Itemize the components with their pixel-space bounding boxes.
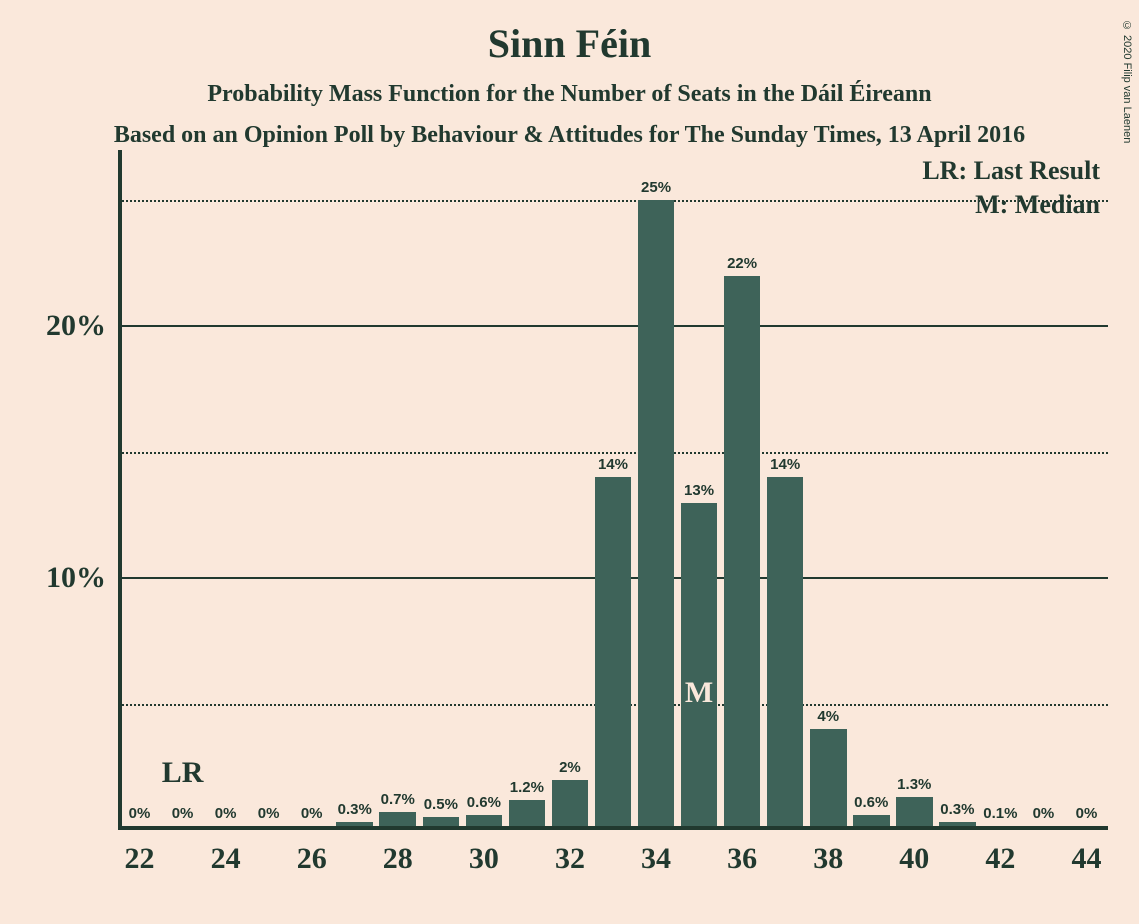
x-tick-label: 40 [899,842,929,876]
chart-subtitle: Probability Mass Function for the Number… [0,67,1139,108]
bar-value-label: 0.7% [381,791,415,808]
bar-value-label: 0% [1033,805,1055,822]
bar-value-label: 22% [727,255,757,272]
bar: 0.6% [466,815,503,826]
median-marker: M [685,676,713,710]
plot-area: LR: Last Result M: Median 10%20%0%0%0%0%… [118,150,1108,830]
bar-value-label: 25% [641,179,671,196]
bar-value-label: 0% [215,805,237,822]
bar: 0.6% [853,815,890,826]
chart-source: Based on an Opinion Poll by Behaviour & … [0,108,1139,149]
bar-value-label: 0.3% [940,801,974,818]
bar-value-label: 0.3% [338,801,372,818]
bar: 4% [810,729,847,826]
x-tick-label: 38 [813,842,843,876]
chart-title: Sinn Féin [0,0,1139,67]
x-tick-label: 26 [297,842,327,876]
bar: 0.7% [379,812,416,826]
bar-value-label: 0.1% [983,805,1017,822]
legend-median: M: Median [975,190,1100,220]
bar: 14% [767,477,804,826]
gridline-minor [118,452,1108,454]
y-tick-label: 10% [46,561,106,595]
x-tick-label: 42 [985,842,1015,876]
bar-value-label: 0% [301,805,323,822]
bar: 13% [681,503,718,826]
x-tick-label: 28 [383,842,413,876]
gridline-minor [118,200,1108,202]
x-axis [118,826,1108,830]
gridline-major [118,325,1108,327]
bar-value-label: 14% [770,456,800,473]
last-result-marker: LR [162,756,204,790]
x-tick-label: 44 [1071,842,1101,876]
bar-value-label: 0% [1076,805,1098,822]
legend-lr: LR: Last Result [922,156,1100,186]
bar-value-label: 1.2% [510,779,544,796]
bar-value-label: 13% [684,482,714,499]
bar-value-label: 0.6% [467,794,501,811]
bar-value-label: 4% [817,708,839,725]
bar: 14% [595,477,632,826]
bar-value-label: 1.3% [897,776,931,793]
copyright: © 2020 Filip van Laenen [1121,20,1133,143]
x-tick-label: 22 [125,842,155,876]
bar: 0.3% [939,822,976,826]
x-tick-label: 34 [641,842,671,876]
bar: 1.3% [896,797,933,826]
x-tick-label: 24 [211,842,241,876]
bar-value-label: 2% [559,759,581,776]
bar-value-label: 0% [172,805,194,822]
bar: 1.2% [509,800,546,826]
bar-value-label: 0.6% [854,794,888,811]
bar: 22% [724,276,761,826]
x-tick-label: 32 [555,842,585,876]
bar-value-label: 0.5% [424,796,458,813]
x-tick-label: 36 [727,842,757,876]
x-tick-label: 30 [469,842,499,876]
bar: 0.3% [336,822,373,826]
y-axis [118,150,122,830]
bar-value-label: 0% [258,805,280,822]
bar-value-label: 14% [598,456,628,473]
bar: 2% [552,780,589,826]
bar: 25% [638,200,675,826]
bar: 0.5% [423,817,460,826]
bar-value-label: 0% [129,805,151,822]
y-tick-label: 20% [46,309,106,343]
